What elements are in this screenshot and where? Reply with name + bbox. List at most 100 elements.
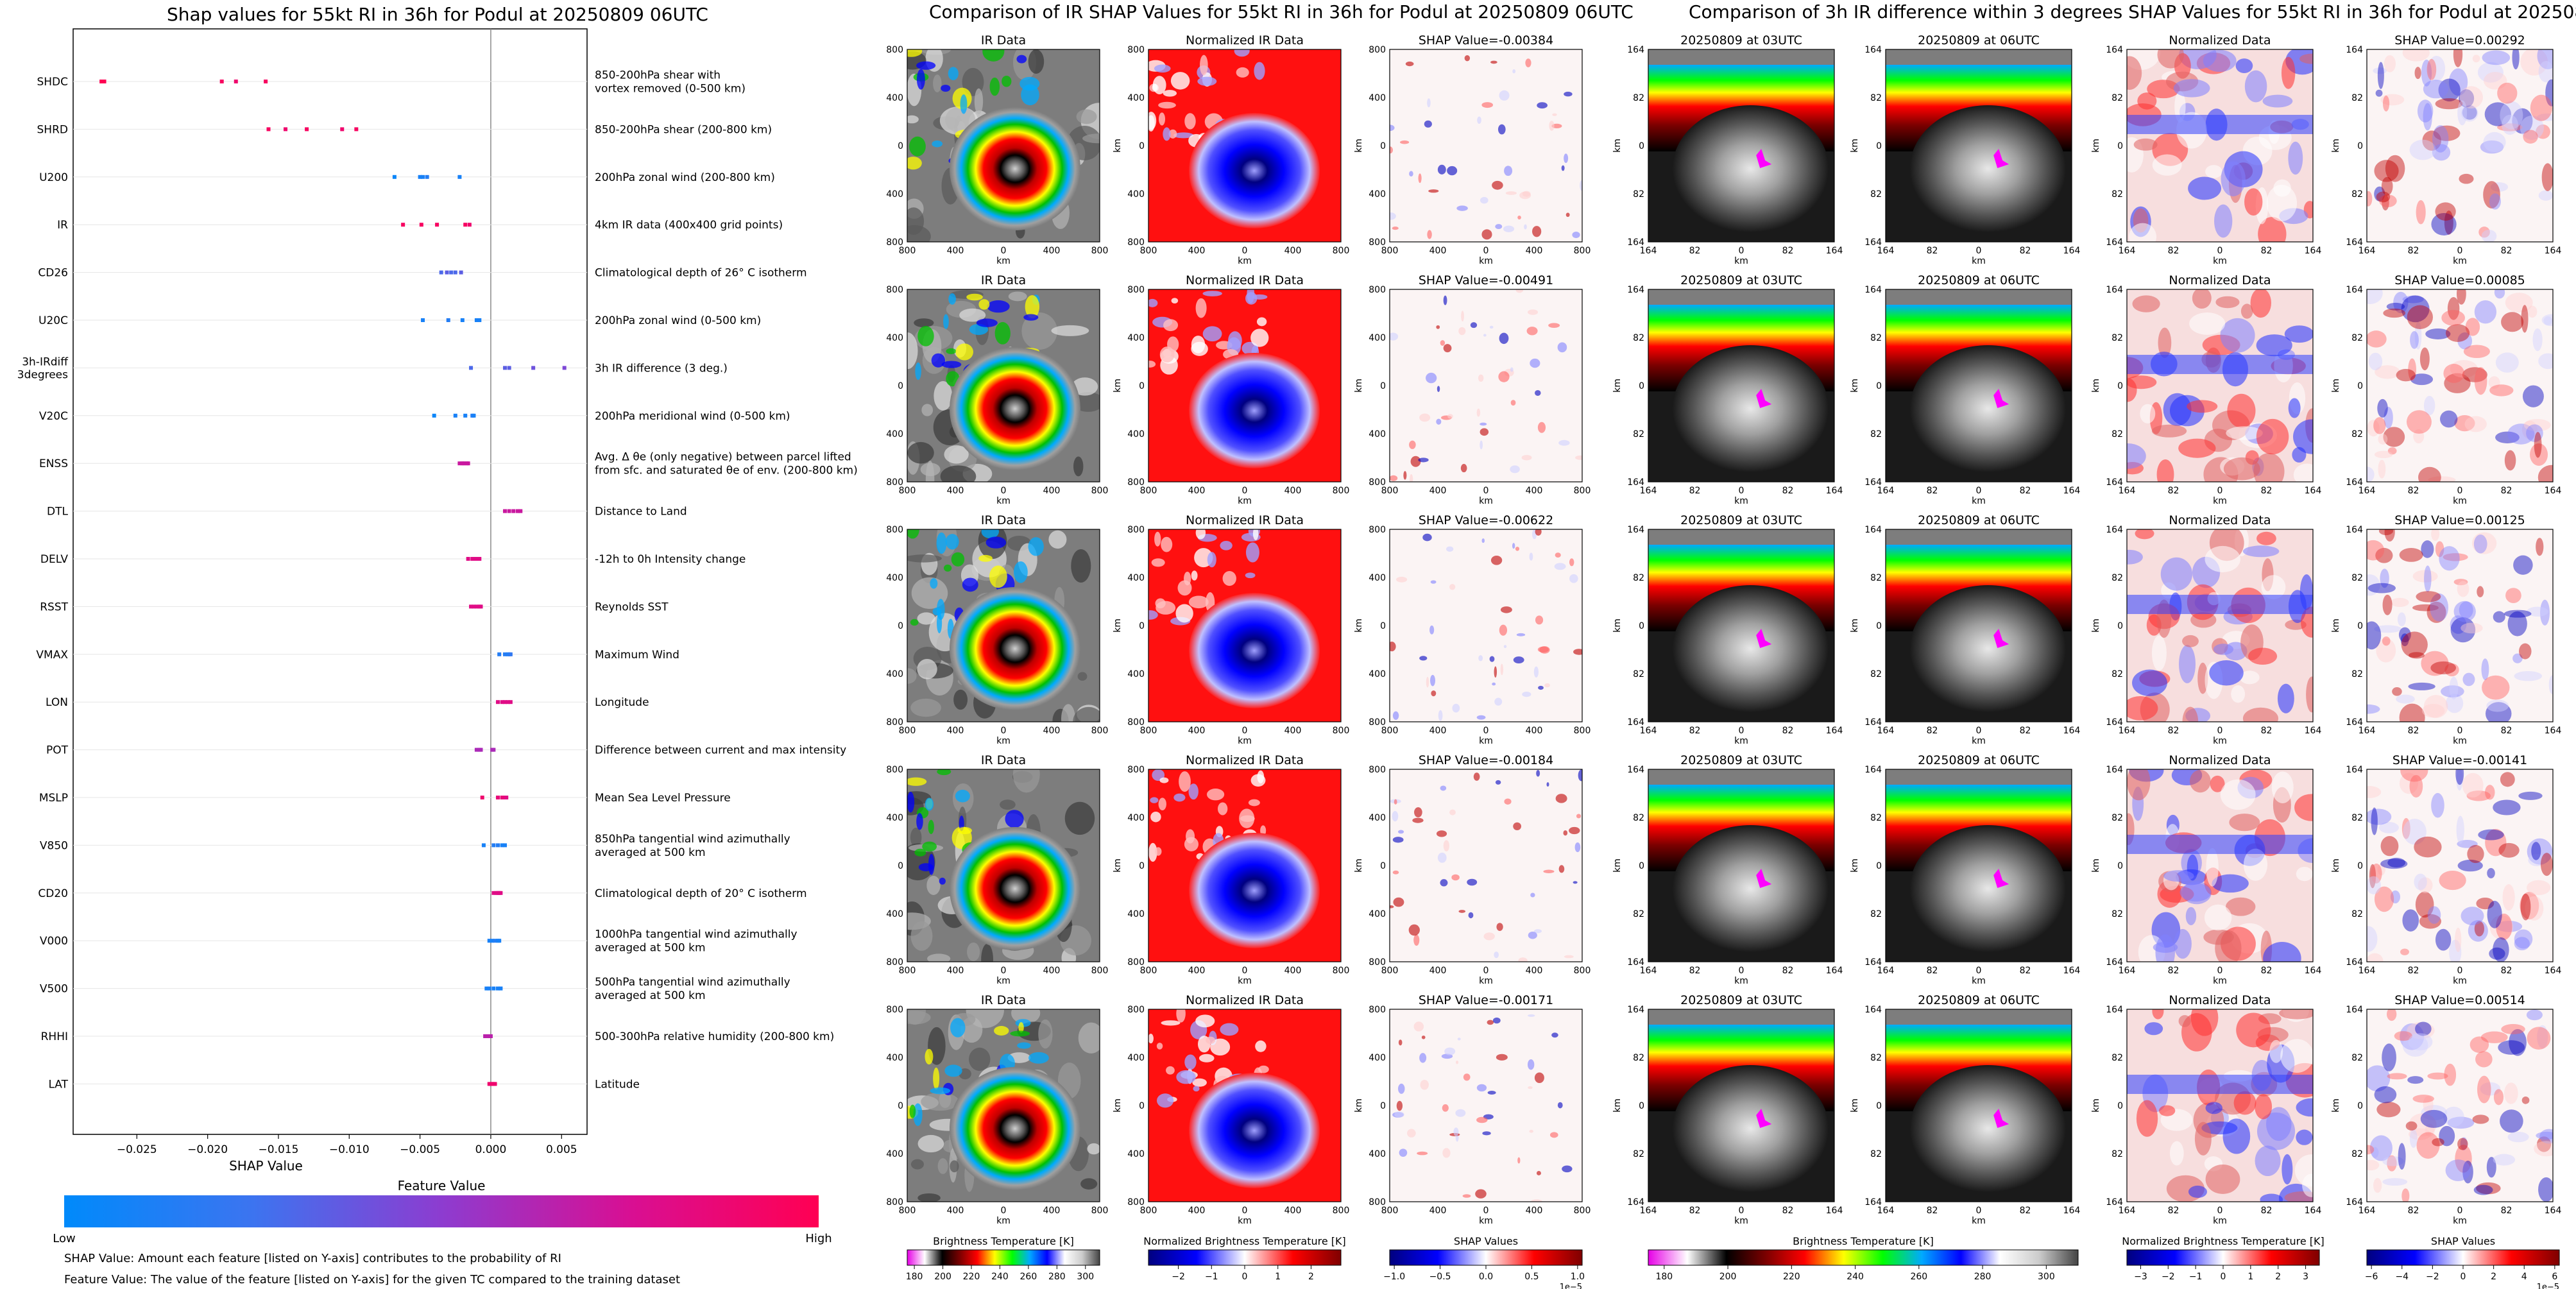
texture-blob (2461, 622, 2483, 634)
texture-blob (1525, 58, 1531, 67)
texture-blob (1390, 124, 1395, 132)
x-tick-label: 164 (1826, 966, 1843, 976)
y-tick-label: 0 (1139, 141, 1145, 151)
texture-blob (937, 1158, 948, 1174)
storm-gray-core (1672, 1065, 1829, 1192)
texture-blob (2538, 465, 2553, 482)
texture-blob (2417, 99, 2434, 123)
colorbar (2366, 1249, 2560, 1266)
texture-blob (1500, 606, 1512, 613)
feature-name: SHRD (37, 123, 68, 136)
texture-blob (2127, 549, 2143, 565)
texture-blob (2282, 1154, 2293, 1185)
shap-point (477, 318, 482, 322)
shap-point (503, 652, 508, 656)
texture-blob (910, 1159, 924, 1170)
y-tick-label: 82 (1870, 93, 1882, 103)
texture-blob (1418, 173, 1422, 184)
x-axis-label: km (1734, 496, 1748, 506)
texture-blob (2367, 926, 2378, 952)
image-panel-ir (907, 49, 1100, 242)
y-tick-label: 82 (2111, 813, 2123, 823)
texture-blob (2449, 676, 2459, 700)
image-frame (1648, 769, 1835, 962)
image-frame (1648, 1009, 1835, 1202)
ir-band-top (1648, 49, 1834, 65)
texture-blob (2214, 204, 2233, 238)
feature-name: V500 (40, 983, 68, 996)
texture-blob (1422, 533, 1432, 542)
x-tick-label: 164 (1826, 486, 1843, 496)
texture-blob (943, 314, 949, 329)
shap-point (497, 652, 502, 656)
texture-blob (2220, 318, 2255, 353)
y-tick-label: 164 (1864, 237, 1882, 248)
texture-blob (1572, 232, 1580, 239)
texture-blob (1548, 323, 1560, 328)
texture-blob (1148, 298, 1158, 307)
texture-blob (2431, 792, 2444, 818)
y-tick-label: 164 (2106, 1005, 2123, 1015)
x-tick-label: 400 (1429, 966, 1447, 976)
shap-point (102, 80, 107, 83)
texture-blob (2462, 105, 2477, 120)
texture-blob (2421, 540, 2434, 558)
x-tick-label: 0 (1483, 966, 1489, 976)
texture-blob (1414, 807, 1422, 817)
shap-point (470, 557, 475, 561)
texture-blob (1558, 440, 1570, 446)
shap-point (508, 652, 513, 656)
y-axis-label: km (1354, 1098, 1364, 1113)
texture-blob (2459, 89, 2475, 108)
x-tick-label: 82 (2261, 246, 2273, 256)
texture-blob (2539, 1129, 2553, 1144)
feature-name: V20C (39, 410, 68, 423)
texture-blob (2520, 893, 2531, 921)
texture-blob (2384, 407, 2393, 429)
texture-blob (2527, 305, 2538, 318)
image-panel-ir (907, 289, 1100, 482)
texture-blob (1427, 98, 1431, 108)
texture-blob (2489, 193, 2501, 210)
texture-blob (1528, 931, 1537, 939)
x-tick-label: 82 (1689, 1206, 1701, 1216)
texture-blob (1428, 189, 1439, 193)
colorbar-tick-label: 200 (1719, 1272, 1737, 1282)
image-panel-shap2 (2367, 529, 2553, 722)
colorbar-tick-label: −6 (2365, 1272, 2378, 1282)
texture-blob (2420, 1109, 2448, 1128)
y-tick-label: 82 (1870, 909, 1882, 919)
colorbar-label: Brightness Temperature [K] (1793, 1235, 1934, 1247)
texture-blob (2523, 130, 2538, 144)
x-tick-label: 164 (2063, 1206, 2081, 1216)
y-tick-label: 82 (2351, 333, 2363, 343)
texture-blob (2497, 82, 2518, 104)
texture-blob (2457, 1138, 2468, 1150)
texture-blob (2440, 410, 2458, 428)
texture-blob (2253, 452, 2285, 482)
texture-blob (1518, 957, 1528, 962)
texture-blob (2400, 769, 2428, 782)
texture-blob (1188, 783, 1198, 800)
texture-blob (1413, 934, 1420, 946)
image-frame (1648, 529, 1835, 722)
texture-blob (1392, 711, 1399, 721)
x-tick-label: 164 (2545, 966, 2562, 976)
y-tick-label: 800 (1127, 1005, 1145, 1015)
y-tick-label: 0 (1876, 381, 1882, 391)
y-tick-label: 164 (1627, 237, 1644, 248)
texture-blob (2461, 105, 2478, 122)
texture-blob (2239, 670, 2260, 685)
texture-blob (2127, 56, 2142, 90)
x-tick-label: 800 (899, 966, 916, 976)
x-axis-label: km (1734, 1216, 1748, 1226)
texture-blob (2377, 863, 2385, 876)
y-axis-label: km (879, 379, 882, 393)
y-tick-label: 400 (1127, 1149, 1145, 1159)
texture-blob (1390, 905, 1394, 909)
texture-blob (1463, 1073, 1471, 1081)
texture-blob (1515, 547, 1520, 551)
texture-blob (2445, 1159, 2471, 1181)
texture-blob (1512, 69, 1516, 74)
texture-blob (1392, 226, 1399, 230)
